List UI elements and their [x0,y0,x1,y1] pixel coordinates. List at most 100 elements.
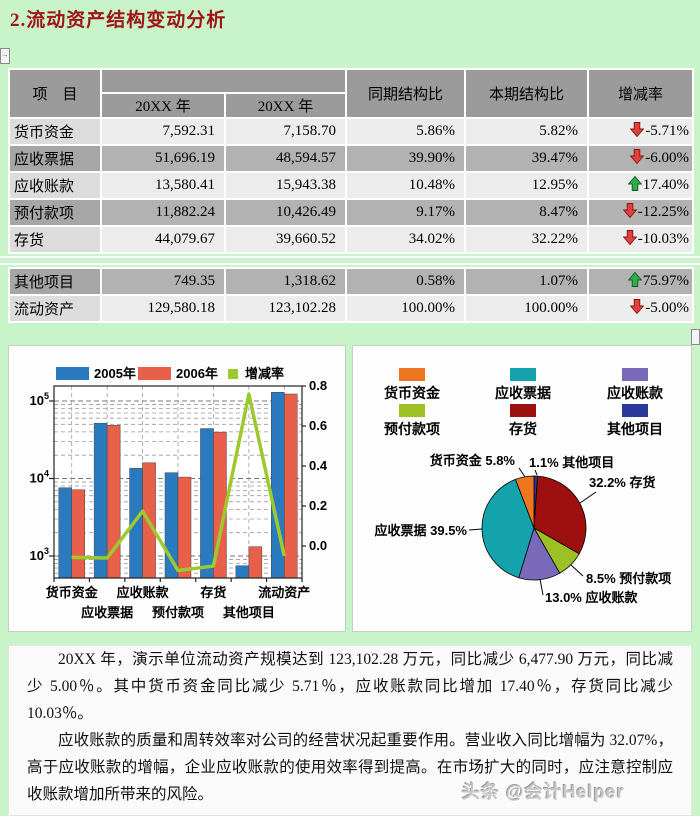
svg-text:105: 105 [30,391,49,408]
watermark: 头条 @会计Helper [462,782,625,802]
analysis-paragraph-2: 应收账款的质量和周转效率对公司的经营状况起重要作用。营业收入同比增幅为 32.0… [27,732,673,803]
page-title: 2.流动资产结构变动分析 [10,10,227,31]
svg-text:32.2% 存货: 32.2% 存货 [589,475,655,490]
svg-text:货币资金: 货币资金 [383,385,441,401]
svg-text:104: 104 [30,469,49,486]
row-change-rate: -12.25% [587,198,694,227]
col-header-year-prev: 20XX 年 [100,92,226,119]
table-row: 流动资产 129,580.18 123,102.28 100.00% 100.0… [8,294,694,323]
trend-arrow-icon [629,148,645,169]
row-prior-ratio: 10.48% [345,171,466,200]
row-prev-value: 11,882.24 [100,198,226,227]
row-prior-ratio: 9.17% [345,198,466,227]
row-current-ratio: 5.82% [464,117,589,146]
svg-text:增减率: 增减率 [245,366,284,381]
svg-text:2005年: 2005年 [94,366,136,381]
pie-chart-panel: 货币资金 应收票据 应收账款 预付款项 存货 其他项目 1.1% 其他项目 32.2% 存货 8… [352,345,692,632]
svg-text:2006年: 2006年 [176,366,218,381]
row-prev-value: 13,580.41 [100,171,226,200]
trend-arrow-icon [622,202,638,223]
row-item-name: 预付款项 [8,198,102,227]
row-current-ratio: 8.47% [464,198,589,227]
row-item-name: 其他项目 [8,267,102,296]
row-prev-value: 129,580.18 [100,294,226,323]
row-curr-value: 48,594.57 [224,144,347,173]
svg-text:0.8: 0.8 [309,378,327,393]
row-prev-value: 51,696.19 [100,144,226,173]
row-curr-value: 15,943.38 [224,171,347,200]
table-row: 应收账款 13,580.41 15,943.38 10.48% 12.95% 1… [8,171,694,200]
row-item-name: 流动资产 [8,294,102,323]
svg-text:存货: 存货 [200,585,226,600]
pane-split-line-top[interactable] [0,256,700,258]
col-header-prior-ratio: 同期结构比 [345,68,466,119]
row-prev-value: 7,592.31 [100,117,226,146]
svg-text:应收票据 39.5%: 应收票据 39.5% [375,523,468,538]
row-curr-value: 123,102.28 [224,294,347,323]
analysis-paragraph-1: 20XX 年，演示单位流动资产规模达到 123,102.28 万元，同比减少 6… [27,651,673,722]
row-current-ratio: 12.95% [464,171,589,200]
row-curr-value: 7,158.70 [224,117,347,146]
svg-text:8.5% 预付款项: 8.5% 预付款项 [586,571,671,586]
table-row: 应收票据 51,696.19 48,594.57 39.90% 39.47% -… [8,144,694,173]
row-prior-ratio: 5.86% [345,117,466,146]
svg-text:1.1% 其他项目: 1.1% 其他项目 [529,455,614,470]
row-item-name: 存货 [8,225,102,254]
row-prior-ratio: 34.02% [345,225,466,254]
svg-text:0.4: 0.4 [309,458,328,473]
col-header-current-ratio: 本期结构比 [464,68,589,119]
row-current-ratio: 1.07% [464,267,589,296]
svg-text:流动资产: 流动资产 [258,585,310,600]
svg-text:预付款项: 预付款项 [152,605,204,620]
svg-text:0.2: 0.2 [309,498,327,513]
row-curr-value: 1,318.62 [224,267,347,296]
svg-text:预付款项: 预付款项 [384,421,440,437]
pane-split-handle-left[interactable]: → [0,48,10,64]
row-prior-ratio: 39.90% [345,144,466,173]
svg-text:应收票据: 应收票据 [81,605,133,620]
row-curr-value: 10,426.49 [224,198,347,227]
row-curr-value: 39,660.52 [224,225,347,254]
pane-split-line-bottom[interactable] [0,263,700,265]
asset-table-totals: 其他项目 749.35 1,318.62 0.58% 1.07% 75.97% … [8,267,694,323]
table-row: 预付款项 11,882.24 10,426.49 9.17% 8.47% -12… [8,198,694,227]
table-row: 其他项目 749.35 1,318.62 0.58% 1.07% 75.97% [8,267,694,296]
svg-text:0.6: 0.6 [309,418,327,433]
row-change-rate: 17.40% [587,171,694,200]
svg-text:应收账款: 应收账款 [117,585,170,600]
row-current-ratio: 39.47% [464,144,589,173]
row-change-rate: -6.00% [587,144,694,173]
svg-text:应收账款: 应收账款 [607,385,664,401]
row-item-name: 应收票据 [8,144,102,173]
trend-arrow-icon [629,121,645,142]
svg-text:0.0: 0.0 [309,538,327,553]
row-item-name: 应收账款 [8,171,102,200]
svg-text:13.0% 应收账款: 13.0% 应收账款 [545,590,638,605]
row-change-rate: -10.03% [587,225,694,254]
svg-text:货币资金: 货币资金 [46,585,99,600]
row-prior-ratio: 100.00% [345,294,466,323]
trend-arrow-icon [622,229,638,250]
row-item-name: 货币资金 [8,117,102,146]
trend-arrow-icon [629,298,645,319]
row-prev-value: 44,079.67 [100,225,226,254]
svg-text:应收票据: 应收票据 [495,385,551,401]
table-row: 货币资金 7,592.31 7,158.70 5.86% 5.82% -5.71… [8,117,694,146]
scrollbar-artifact[interactable] [691,329,700,345]
row-change-rate: 75.97% [587,267,694,296]
col-header-change-rate: 增减率 [587,68,694,119]
row-current-ratio: 100.00% [464,294,589,323]
col-header-year-curr: 20XX 年 [224,92,347,119]
svg-text:货币资金 5.8%: 货币资金 5.8% [430,453,516,468]
row-change-rate: -5.00% [587,294,694,323]
row-prev-value: 749.35 [100,267,226,296]
row-prior-ratio: 0.58% [345,267,466,296]
row-change-rate: -5.71% [587,117,694,146]
asset-table-main: 项 目 同期结构比 本期结构比 增减率 20XX 年 20XX 年 货币资金 7… [8,68,694,254]
row-current-ratio: 32.22% [464,225,589,254]
svg-text:103: 103 [30,546,49,563]
col-header-item: 项 目 [8,68,102,119]
trend-arrow-icon [627,175,643,196]
